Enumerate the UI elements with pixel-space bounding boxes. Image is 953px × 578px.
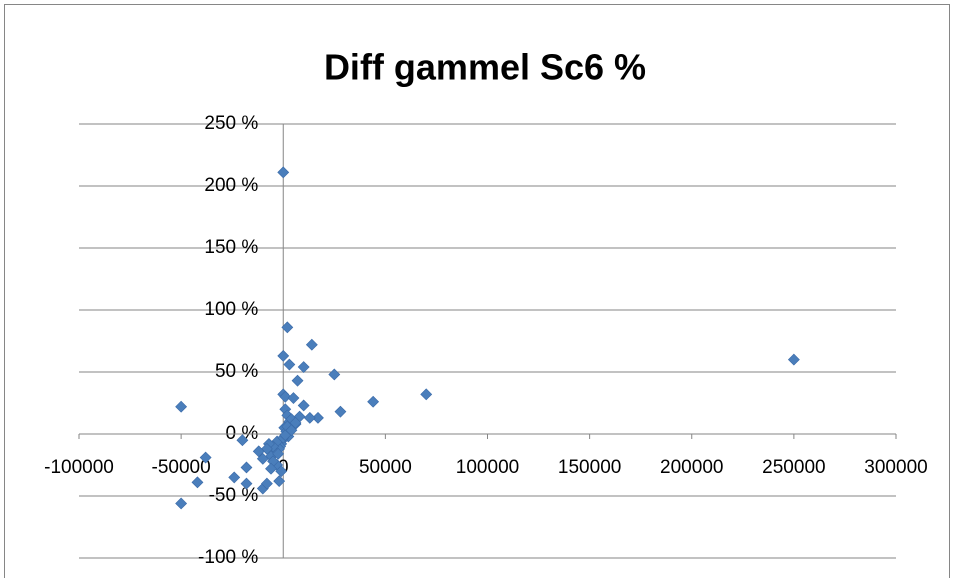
y-tick-label: 150 %: [204, 237, 258, 258]
point: [420, 388, 433, 401]
point: [175, 400, 188, 413]
y-tick-label: -50 %: [209, 485, 259, 506]
point: [265, 462, 277, 475]
point: [277, 349, 290, 362]
point: [285, 424, 298, 437]
point: [367, 395, 380, 408]
point: [277, 166, 290, 179]
x-tick-label: 300000: [864, 457, 927, 478]
y-tick-label: -100 %: [198, 547, 258, 568]
point: [787, 353, 800, 366]
point: [252, 445, 265, 458]
point: [260, 477, 273, 490]
x-tick-label: 200000: [660, 457, 723, 478]
point: [275, 465, 288, 478]
point: [228, 471, 241, 484]
y-tick-label: 200 %: [204, 175, 258, 196]
point: [283, 358, 296, 371]
point: [272, 447, 285, 460]
point: [236, 434, 249, 447]
x-tick-label: 150000: [558, 457, 621, 478]
point: [240, 477, 253, 490]
y-tick-label: 100 %: [204, 299, 258, 320]
x-tick-label: 50000: [359, 457, 412, 478]
point: [175, 497, 188, 510]
chart-border: [4, 4, 950, 578]
point: [281, 321, 294, 334]
x-tick-label: 100000: [456, 457, 519, 478]
point: [256, 452, 269, 465]
point: [289, 416, 302, 429]
x-tick-label: 250000: [762, 457, 825, 478]
point: [191, 476, 204, 489]
point: [240, 461, 253, 474]
point: [312, 411, 324, 424]
x-tick-label: -100000: [44, 457, 114, 478]
point: [297, 361, 310, 373]
chart-title: Diff gammel Sc6 %: [324, 47, 646, 88]
point: [279, 390, 292, 403]
point: [273, 475, 286, 488]
point: [199, 451, 212, 464]
point: [334, 405, 347, 418]
point: [303, 411, 316, 424]
point: [305, 338, 318, 351]
point: [297, 399, 310, 412]
point: [328, 368, 341, 381]
point: [287, 392, 300, 404]
y-tick-label: 50 %: [215, 361, 258, 382]
point: [291, 374, 304, 387]
y-tick-label: 250 %: [204, 113, 258, 134]
x-tick-label: -50000: [152, 457, 211, 478]
